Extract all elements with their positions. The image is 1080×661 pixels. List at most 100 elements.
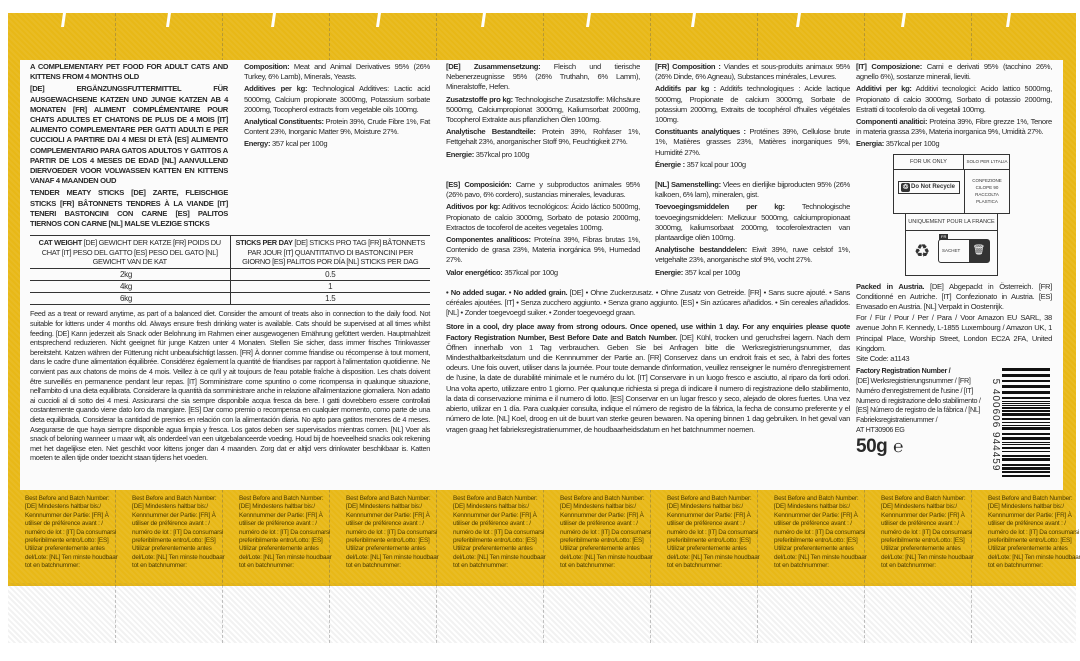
value: Fleisch und tierische Nebenerzeugnisse 9… (446, 62, 640, 92)
value: Vlees en dierlijke bijproducten 95% (26%… (655, 180, 850, 200)
label: Analytische bestanddelen: (655, 245, 747, 255)
product-title-multilang: [DE] ERGÄNZUNGSFUTTERMITTEL FÜR AUSGEWAC… (30, 84, 228, 186)
value: 357kcal por 100g (502, 267, 558, 277)
composition-it: [IT] Composizione: Carni e derivati 95% … (856, 62, 1052, 152)
barcode-bar (1002, 368, 1050, 372)
barcode-digits: 5 400606 944459 (990, 378, 1001, 472)
label: Additifs par kg : (655, 84, 716, 94)
barcode-bar (1002, 455, 1050, 458)
batch-number-area: Best Before and Batch Number: [DE] Minde… (25, 495, 118, 570)
barcode-bar (1002, 380, 1050, 383)
sachet-bin-label: FR SACHET 🗑 (938, 233, 990, 263)
value: 357 kcal per 100g (682, 267, 741, 277)
label: Zusatzstoffe pro kg: (446, 94, 513, 104)
middle-block: [DE] Zusammensetzung: Fleisch und tieris… (446, 62, 850, 435)
barcode-bar (1002, 475, 1050, 478)
batch-number-area: Best Before and Batch Number: [DE] Minde… (132, 495, 225, 570)
storage-instructions: Store in a cool, dry place away from str… (446, 322, 850, 434)
table-header-row: CAT WEIGHT [DE] GEWICHT DER KATZE [FR] P… (30, 235, 430, 270)
barcode-bar (1002, 433, 1050, 436)
barcode-bar (1002, 458, 1050, 462)
barcode-bar (1002, 467, 1050, 471)
barcode-bar (1002, 447, 1050, 450)
recycle-arrow-icon: ♲ (901, 182, 910, 192)
label: Composition: (244, 62, 290, 71)
batch-number-area: Best Before and Batch Number: [DE] Minde… (988, 495, 1080, 570)
no-added-claims: • No added sugar. • No added grain. [DE]… (446, 287, 850, 318)
recycling-area: FOR UK ONLY SOLO PER L'ITALIA ♲ Do Not Re… (856, 153, 1052, 278)
sticks-cell: 1.5 (230, 292, 430, 306)
barcode-bar (1002, 403, 1050, 405)
cat-weight-cell: 6kg (30, 292, 231, 306)
value: Protein 39%, Rohfaser 1%, Fettgehalt 23%… (446, 127, 641, 147)
label: [IT] Composizione: (856, 62, 922, 71)
value: Additifs technologiques : Acide lactique… (655, 84, 850, 125)
batch-number-area: Best Before and Batch Number: [DE] Minde… (667, 495, 760, 570)
barcode-bar (1002, 444, 1050, 446)
it-only-header: SOLO PER L'ITALIA (964, 155, 1010, 170)
label: Additivi per kg: (856, 84, 912, 94)
label: [NL] Samenstelling: (655, 180, 721, 190)
value: Meat and Animal Derivatives 95% (26% Tur… (244, 62, 430, 82)
product-subtitle: TENDER MEATY STICKS [DE] ZARTE, FLEISCHI… (30, 188, 228, 229)
batch-number-area: Best Before and Batch Number: [DE] Minde… (346, 495, 439, 570)
composition-en: Composition: Meat and Animal Derivatives… (244, 62, 430, 231)
batch-number-area: Best Before and Batch Number: [DE] Minde… (239, 495, 332, 570)
fr-only-header: UNIQUEMENT POUR LA FRANCE (906, 214, 997, 231)
label: Valor energético: (446, 267, 503, 277)
composition-fr: [FR] Composition : Viandes et sous-produ… (655, 62, 850, 172)
barcode-bar (1002, 407, 1050, 410)
value: Technologische toevoegingsmiddelen: Melk… (655, 202, 850, 243)
package-foil-bottom (8, 583, 1076, 643)
label: Analytische Bestandteile: (446, 127, 536, 137)
label: [FR] Composition : (655, 62, 721, 71)
label: Aditivos por kg: (446, 202, 500, 212)
value: Proteina 39%, Fibre grezze 1%, Tenore in… (856, 117, 1052, 137)
it-recycling-text: CONFEZIONE CILOPE 90 RACCOLTA PLASTICA (972, 177, 1002, 204)
value: Protein 39%, Crude Fibre 1%, Fat Content… (244, 117, 430, 137)
barcode-bar (1002, 413, 1050, 417)
value: Additivi tecnologici: Acido lattico 5000… (856, 84, 1052, 114)
composition-es: [ES] Composición: Carne y subproductos a… (446, 180, 640, 280)
barcode-bar (1002, 425, 1050, 427)
value: Protéines 39%, Cellulose brute 1%, Matiè… (655, 127, 850, 157)
sticks-per-day-header: STICKS PER DAY [DE] STICKS PRO TAG [FR] … (230, 235, 430, 270)
barcode-bar (1002, 374, 1050, 378)
cat-weight-cell: 2kg (30, 268, 231, 282)
right-block: [IT] Composizione: Carni e derivati 95% … (856, 62, 1052, 484)
feeding-table: CAT WEIGHT [DE] GEWICHT DER KATZE [FR] P… (30, 235, 430, 306)
label: Energie: (655, 267, 683, 277)
value: 357kcal pro 100g (473, 149, 530, 159)
value: Carne y subproductos animales 95% (26% p… (446, 180, 640, 200)
fr-recycling-box: UNIQUEMENT POUR LA FRANCE ♻ FR SACHET 🗑 (905, 213, 998, 276)
net-weight: 50g (856, 435, 888, 457)
barcode-bar (1002, 437, 1050, 441)
left-block: A COMPLEMENTARY PET FOOD FOR ADULT CATS … (30, 62, 430, 463)
label: Additives per kg: (244, 84, 308, 94)
value: Aditivos tecnológicos: Ácido láctico 500… (446, 202, 640, 232)
label: [DE] Zusammensetzung: (446, 62, 541, 71)
barcode-bar (1002, 401, 1050, 403)
barcode-bar (1002, 442, 1050, 444)
sticks-cell: 1 (230, 280, 430, 294)
value: 357kcal per 100g (883, 139, 940, 149)
address: For / Für / Pour / Per / Para / Voor Ama… (856, 313, 1052, 353)
label: Analytical Constituents: (244, 117, 324, 127)
feeding-guidelines: Feed as a treat or reward anytime, as pa… (30, 309, 430, 463)
batch-number-area: Best Before and Batch Number: [DE] Minde… (774, 495, 867, 570)
factory-code: AT HT30906 EG (856, 425, 905, 435)
label: Energy: (244, 139, 271, 149)
value: 357 kcal per 100g (270, 139, 328, 149)
value: Proteína 39%, Fibras brutas 1%, Contenid… (446, 235, 640, 265)
factory-registration: Factory Registration Number / [DE] Werksr… (856, 366, 981, 435)
label: Énergie : (655, 159, 685, 169)
sticks-cell: 0.5 (230, 268, 430, 282)
value: Carni e derivati 95% (tacchino 26%, agne… (856, 62, 1053, 82)
batch-number-area: Best Before and Batch Number: [DE] Minde… (453, 495, 546, 570)
barcode-bar (1002, 410, 1050, 413)
barcode-bars (1002, 368, 1050, 478)
label: Componentes analíticos: (446, 235, 531, 245)
estimated-sign: ℮ (893, 436, 904, 456)
table-row: 6kg 1.5 (30, 292, 430, 306)
do-not-recycle-label: ♲ Do Not Recycle (898, 180, 960, 194)
